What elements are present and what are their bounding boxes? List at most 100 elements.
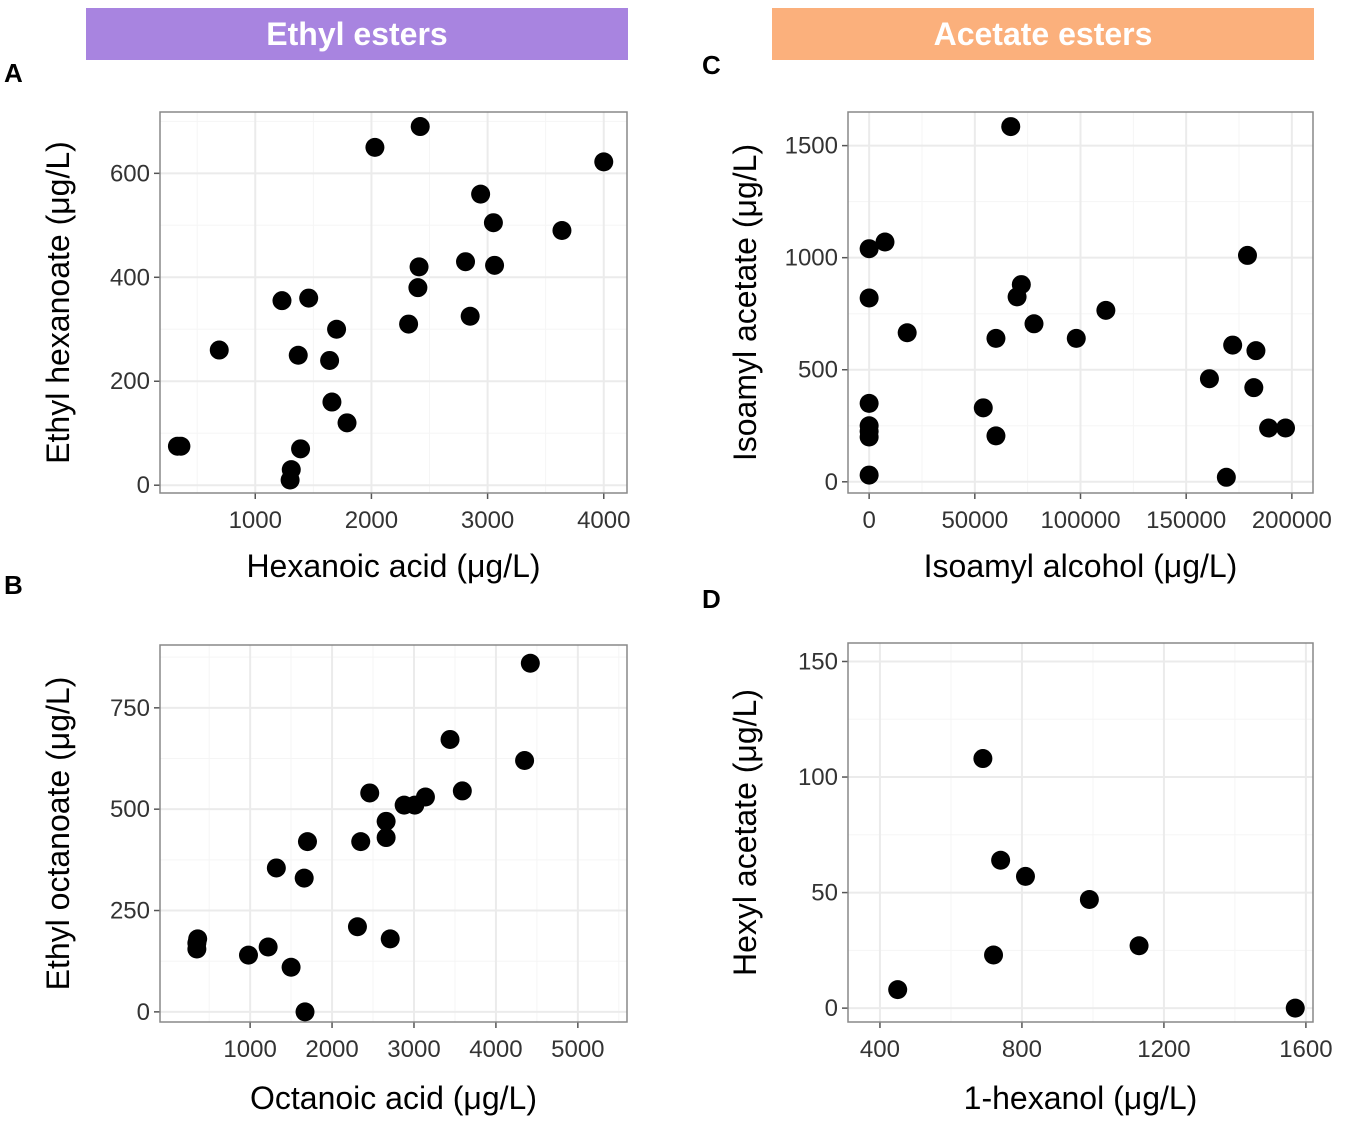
data-point [188, 929, 208, 949]
data-point [351, 832, 371, 852]
data-point [1015, 866, 1035, 886]
y-tick-label: 200 [110, 368, 150, 395]
ethyl-esters-banner: Ethyl esters [86, 8, 628, 60]
panel-a-border [159, 111, 628, 494]
data-point [347, 917, 367, 937]
x-tick-label: 150000 [1146, 507, 1226, 534]
data-point [295, 1002, 315, 1022]
x-tick-label: 1000 [229, 507, 282, 534]
y-tick-label: 50 [811, 880, 838, 907]
data-point [410, 117, 430, 137]
data-point [1011, 275, 1031, 295]
data-point [327, 319, 347, 339]
data-point [1223, 335, 1243, 355]
y-axis-title: Hexyl acetate (μg/L) [727, 689, 763, 976]
y-tick-label: 0 [825, 995, 838, 1022]
data-point [897, 323, 917, 343]
data-point [1001, 117, 1021, 137]
data-point [1244, 378, 1264, 398]
data-point [1024, 314, 1044, 334]
y-tick-label: 100 [798, 764, 838, 791]
y-tick-label: 0 [825, 469, 838, 496]
data-point [415, 787, 435, 807]
panel-a: 1000 2000 3000 4000 0 200 400 600 Hexanoic acid … [40, 111, 630, 584]
x-tick-label: 4000 [469, 1036, 522, 1063]
acetate-esters-banner-label: Acetate esters [933, 15, 1153, 52]
panel-d: 400 800 1200 1600 0 50 100 150 1-hexanol (μg/L) H… [727, 642, 1333, 1116]
data-point [1237, 245, 1257, 265]
x-axis-title: Octanoic acid (μg/L) [250, 1080, 537, 1116]
y-axis-title: Ethyl octanoate (μg/L) [40, 677, 76, 991]
data-point [1096, 300, 1116, 320]
data-point [376, 811, 396, 831]
data-point [1199, 369, 1219, 389]
x-tick-label: 5000 [551, 1036, 604, 1063]
data-point [1285, 998, 1305, 1018]
data-point [266, 858, 286, 878]
data-point [409, 257, 429, 277]
data-point [238, 945, 258, 965]
x-tick-label: 4000 [577, 507, 630, 534]
x-tick-label: 800 [1002, 1036, 1042, 1063]
data-point [365, 137, 385, 157]
data-point [408, 278, 428, 298]
data-point [337, 413, 357, 433]
data-point [291, 439, 311, 459]
data-point [875, 232, 895, 252]
data-point [515, 751, 535, 771]
panel-b: 1000 2000 3000 4000 5000 0 250 500 750 Octanoic a… [40, 644, 628, 1116]
x-axis-title: Isoamyl alcohol (μg/L) [924, 548, 1238, 584]
x-tick-label: 3000 [461, 507, 514, 534]
y-tick-label: 1000 [785, 245, 838, 272]
data-point [1216, 467, 1236, 487]
panel-d-background [848, 643, 1313, 1022]
data-point [1276, 418, 1296, 438]
data-point [973, 749, 993, 769]
x-tick-label: 1200 [1137, 1036, 1190, 1063]
y-tick-label: 0 [137, 472, 150, 499]
x-tick-label: 50000 [941, 507, 1008, 534]
x-axis-title: Hexanoic acid (μg/L) [246, 548, 540, 584]
y-tick-label: 750 [110, 695, 150, 722]
y-tick-label: 500 [798, 357, 838, 384]
data-point [299, 288, 319, 308]
panel-c-border [847, 111, 1314, 494]
data-point [594, 152, 614, 172]
data-point [281, 957, 301, 977]
data-point [258, 937, 278, 957]
y-axis-title: Isoamyl acetate (μg/L) [727, 144, 763, 461]
ethyl-esters-banner-label: Ethyl esters [266, 15, 448, 52]
data-point [1129, 936, 1149, 956]
y-tick-label: 0 [137, 999, 150, 1026]
data-point [859, 239, 879, 259]
y-tick-label: 150 [798, 648, 838, 675]
panel-d-border [847, 642, 1314, 1023]
data-point [986, 328, 1006, 348]
data-point [460, 306, 480, 326]
x-tick-label: 2000 [305, 1036, 358, 1063]
x-tick-label: 200000 [1252, 507, 1332, 534]
data-point [376, 828, 396, 848]
data-point [380, 929, 400, 949]
y-tick-label: 500 [110, 796, 150, 823]
data-point [456, 252, 476, 272]
data-point [1259, 418, 1279, 438]
data-point [1246, 341, 1266, 361]
y-axis-title: Ethyl hexanoate (μg/L) [40, 141, 76, 464]
data-point [984, 945, 1004, 965]
data-point [859, 416, 879, 436]
data-point [294, 868, 314, 888]
panel-label-b: B [4, 570, 23, 600]
data-point [297, 832, 317, 852]
data-point [360, 783, 380, 803]
x-tick-label: 3000 [387, 1036, 440, 1063]
data-point [471, 184, 491, 204]
y-tick-label: 1500 [785, 133, 838, 160]
panel-label-a: A [4, 58, 23, 88]
data-point [485, 255, 505, 275]
data-point [171, 436, 191, 456]
data-point [552, 221, 572, 241]
x-tick-label: 400 [860, 1036, 900, 1063]
data-point [483, 213, 503, 233]
